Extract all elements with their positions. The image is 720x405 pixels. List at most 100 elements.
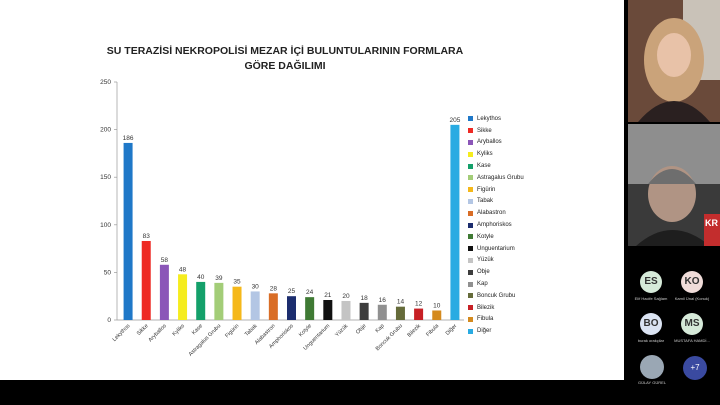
bar-value-label: 12 [415, 301, 423, 308]
legend-label: Boncuk Grubu [477, 292, 516, 299]
legend-item: Kap [468, 278, 578, 290]
legend-swatch [468, 234, 473, 240]
legend-label: Fibula [477, 316, 494, 323]
legend-label: Bilezik [477, 304, 495, 311]
bar [377, 304, 387, 320]
x-tick-label: Figürin [224, 323, 240, 339]
chart-title: SU TERAZİSİ NEKROPOLİSİ MEZAR İÇİ BULUNT… [90, 44, 480, 74]
y-tick-label: 0 [107, 317, 111, 324]
x-tick-label: Diğer [445, 323, 459, 337]
legend-swatch [468, 281, 473, 287]
x-tick-label: Aryballos [148, 323, 168, 343]
bar [450, 124, 460, 320]
legend-label: Kyliks [477, 151, 493, 158]
legend-swatch [468, 269, 473, 275]
bar [414, 308, 424, 320]
more-participants-button[interactable]: +7 [683, 356, 707, 380]
x-tick-label: Fibula [425, 323, 441, 339]
video-tile-text: KR [705, 218, 718, 228]
y-tick-label: 200 [100, 127, 111, 134]
x-tick-label: Astragalus Grubu [188, 323, 223, 358]
legend-item: Kotyle [468, 231, 578, 243]
legend-label: Kase [477, 163, 491, 170]
participant-video [628, 124, 720, 246]
legend-item: Unguentarium [468, 243, 578, 255]
legend-label: Yüzük [477, 257, 494, 264]
video-tile-participant[interactable]: KR [628, 124, 720, 246]
participant-avatar[interactable]: KO [681, 271, 703, 293]
legend-item: Aryballos [468, 137, 578, 149]
legend-swatch [468, 128, 473, 134]
legend-item: Kyliks [468, 148, 578, 160]
bar-value-label: 24 [306, 289, 314, 296]
bar [432, 310, 442, 320]
legend-swatch [468, 328, 473, 334]
legend-item: Yüzük [468, 255, 578, 267]
legend-item: Boncuk Grubu [468, 290, 578, 302]
participant-name: Elif Hacife Sağlam [634, 296, 668, 301]
participant-name: Kamil Ünal (Konuk) [674, 296, 710, 301]
bar-chart: 0 50 100 150 200 250 186 Lekythos 83 Sikke 58 Aryba… [100, 79, 464, 358]
bar-value-label: 40 [197, 274, 205, 281]
legend-swatch [468, 151, 473, 157]
participant-avatar[interactable]: ES [640, 271, 662, 293]
bar-value-label: 48 [179, 266, 187, 273]
legend-swatch [468, 257, 473, 263]
legend-swatch [468, 198, 473, 204]
participant-photo-avatar[interactable] [640, 355, 664, 379]
legend-swatch [468, 163, 473, 169]
bar [196, 281, 206, 320]
x-tick-label: Lekythos [112, 323, 132, 343]
legend-swatch [468, 222, 473, 228]
bar [305, 297, 315, 320]
bar-value-label: 205 [449, 117, 460, 124]
legend-label: Unguentarium [477, 245, 515, 252]
y-tick-label: 250 [100, 79, 111, 86]
chart-legend: Lekythos Sikke Aryballos Kyliks Kase Astragal… [468, 113, 578, 337]
legend-label: Tabak [477, 198, 494, 205]
video-tile-speaker[interactable] [628, 0, 720, 122]
legend-label: Alabastron [477, 210, 506, 217]
participant-avatar[interactable]: MS [681, 313, 703, 335]
legend-swatch [468, 210, 473, 216]
bar [178, 274, 188, 320]
legend-label: Kotyle [477, 233, 494, 240]
bar [341, 300, 351, 320]
x-tick-label: Kap [375, 323, 386, 334]
bar [359, 302, 369, 320]
legend-item: Lekythos [468, 113, 578, 125]
bar [268, 293, 278, 320]
bar-value-label: 39 [215, 275, 223, 282]
bar-value-label: 10 [433, 302, 441, 309]
bar [232, 286, 242, 320]
legend-swatch [468, 116, 473, 122]
y-tick-label: 150 [100, 174, 111, 181]
bar [123, 142, 133, 320]
legend-label: Astragalus Grubu [477, 174, 524, 181]
legend-item: Figürin [468, 184, 578, 196]
x-tick-label: Sikke [136, 323, 150, 337]
bar-value-label: 35 [233, 279, 241, 286]
bar-value-label: 21 [324, 292, 332, 299]
bar-value-label: 25 [288, 288, 296, 295]
bar-value-label: 30 [252, 283, 260, 290]
legend-item: Diğer [468, 325, 578, 337]
legend-swatch [468, 187, 473, 193]
legend-item: Sikke [468, 125, 578, 137]
shared-slide: SU TERAZİSİ NEKROPOLİSİ MEZAR İÇİ BULUNT… [0, 0, 624, 380]
bar [250, 291, 260, 320]
legend-label: Diğer [477, 328, 492, 335]
legend-item: Kase [468, 160, 578, 172]
legend-item: Fibula [468, 314, 578, 326]
x-tick-label: Kase [191, 323, 204, 336]
bar-value-label: 18 [361, 295, 369, 302]
chart-title-line2: GÖRE DAĞILIMI [244, 60, 326, 72]
legend-swatch [468, 175, 473, 181]
x-tick-label: Kotyle [298, 323, 313, 338]
speaker-video [628, 0, 720, 122]
bar-value-label: 83 [143, 233, 151, 240]
legend-label: Aryballos [477, 139, 502, 146]
legend-item: Obje [468, 266, 578, 278]
participant-avatar[interactable]: BO [640, 313, 662, 335]
bar [141, 240, 151, 320]
